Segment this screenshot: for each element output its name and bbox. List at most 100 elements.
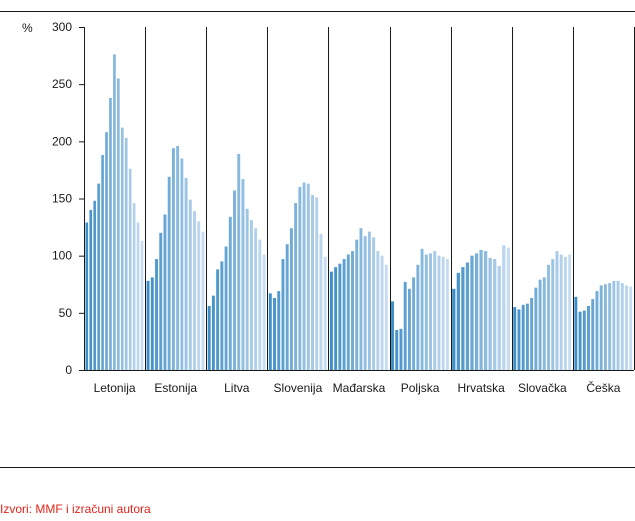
bar-mađarska (355, 239, 359, 370)
y-tick-label: 250 (52, 77, 72, 91)
bar-letonija (120, 127, 124, 370)
bar-poljska (420, 248, 424, 370)
bar-češka (587, 305, 590, 370)
bar-estonija (171, 148, 175, 370)
category-label: Mađarska (333, 381, 386, 395)
bar-mađarska (384, 264, 388, 370)
bar-slovačka (534, 287, 538, 370)
bar-poljska (416, 264, 420, 370)
bar-češka (603, 284, 607, 370)
y-tick-label: 150 (52, 192, 72, 206)
bar-slovenija (289, 228, 293, 370)
bar-letonija (109, 97, 112, 370)
bar-hrvatska (493, 259, 497, 370)
bar-mađarska (376, 251, 380, 370)
bar-litva (228, 216, 232, 370)
bar-letonija (136, 222, 140, 370)
bar-mađarska (334, 267, 338, 370)
bar-letonija (101, 155, 104, 370)
bar-slovačka (538, 279, 542, 370)
bar-češka (612, 280, 616, 370)
bar-poljska (429, 253, 432, 370)
bar-hrvatska (497, 265, 501, 370)
category-label: Poljska (401, 381, 440, 395)
category-label: Češka (586, 380, 620, 395)
bar-poljska (403, 281, 407, 370)
bar-poljska (445, 259, 449, 370)
bar-hrvatska (484, 251, 488, 370)
bar-češka (578, 311, 582, 370)
category-label: Litva (224, 381, 250, 395)
bar-češka (608, 283, 612, 370)
bar-slovenija (285, 244, 289, 370)
bar-estonija (150, 277, 154, 370)
bar-hrvatska (465, 262, 470, 370)
bar-litva (220, 261, 224, 370)
bar-češka (595, 291, 599, 370)
bar-litva (224, 246, 228, 370)
bar-poljska (412, 277, 416, 370)
bar-poljska (399, 328, 403, 370)
bar-hrvatska (474, 253, 479, 370)
bar-češka (599, 285, 603, 370)
bar-češka (574, 296, 578, 370)
bar-letonija (97, 183, 100, 370)
bar-letonija (89, 209, 93, 370)
bar-letonija (132, 203, 136, 370)
bar-slovenija (311, 195, 314, 370)
bar-estonija (201, 231, 205, 370)
bar-slovenija (298, 187, 302, 370)
category-label: Slovačka (518, 381, 567, 395)
bar-litva (233, 190, 236, 370)
bar-slovenija (315, 197, 319, 370)
category-label: Slovenija (274, 381, 323, 395)
bar-poljska (407, 288, 411, 370)
bar-slovačka (563, 256, 567, 370)
bottom-rule (0, 467, 635, 468)
bar-hrvatska (470, 255, 474, 370)
bar-slovačka (568, 254, 572, 370)
bar-slovačka (530, 297, 534, 370)
bar-letonija (140, 240, 144, 370)
bar-češka (625, 285, 628, 370)
bar-češka (629, 286, 633, 370)
bar-slovenija (294, 203, 298, 370)
bar-poljska (441, 256, 445, 370)
bar-češka (582, 310, 586, 370)
bar-slovačka (547, 264, 550, 370)
bar-mađarska (359, 228, 363, 370)
bar-poljska (391, 301, 394, 370)
bar-estonija (159, 232, 163, 370)
bar-litva (249, 220, 253, 370)
bar-litva (207, 305, 211, 370)
bar-slovenija (306, 183, 310, 370)
bar-litva (245, 208, 249, 370)
bar-letonija (113, 54, 116, 370)
bar-slovačka (525, 303, 529, 370)
bar-estonija (193, 211, 196, 370)
bar-slovačka (513, 307, 517, 370)
bar-litva (216, 269, 220, 370)
bar-slovenija (281, 259, 285, 370)
category-label: Estonija (154, 381, 197, 395)
source-note: Izvori: MMF i izračuni autora (0, 502, 151, 516)
bar-estonija (167, 176, 171, 370)
bar-mađarska (367, 231, 371, 370)
bar-češka (616, 280, 620, 370)
y-tick-label: 200 (52, 134, 72, 148)
y-tick-label: 50 (59, 306, 73, 320)
bar-hrvatska (479, 249, 483, 370)
bar-litva (241, 179, 245, 370)
bar-mađarska (351, 251, 354, 370)
bar-slovenija (319, 233, 323, 370)
bar-hrvatska (506, 247, 510, 370)
bar-poljska (433, 251, 437, 370)
bar-slovačka (555, 251, 559, 370)
bar-hrvatska (452, 288, 456, 370)
bar-mađarska (342, 259, 346, 370)
bar-litva (211, 295, 215, 370)
bar-letonija (105, 132, 108, 370)
bar-estonija (197, 221, 201, 370)
bars-layer (85, 54, 633, 370)
bar-češka (620, 283, 624, 370)
